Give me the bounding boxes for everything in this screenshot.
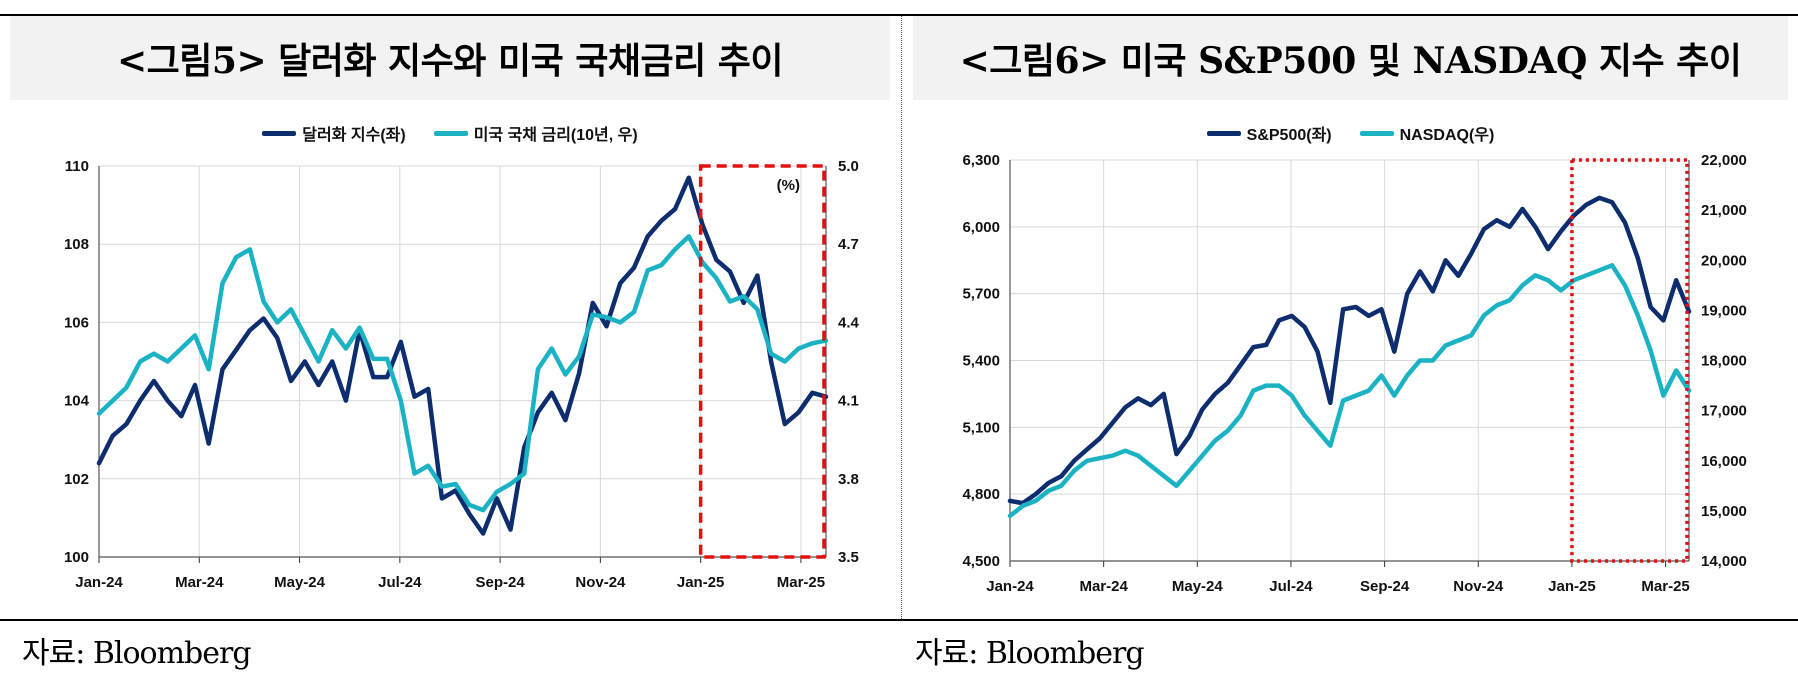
x-tick-label: Jan-24 — [986, 578, 1034, 595]
y-left-tick-label: 4,800 — [962, 486, 1000, 503]
legend: 달러화 지수(좌) 미국 국채 금리(10년, 우) — [0, 121, 900, 145]
legend: S&P500(좌) NASDAQ(우) — [903, 121, 1798, 145]
x-tick-label: Jan-25 — [1548, 578, 1596, 595]
y-left-tick-label: 6,300 — [962, 152, 1000, 169]
x-tick-label: May-24 — [1172, 578, 1224, 595]
series-line-secondary — [1007, 263, 1692, 519]
highlight-box — [698, 164, 826, 559]
highlight-box — [1570, 158, 1689, 563]
y-left-tick-label: 6,000 — [962, 219, 1000, 236]
y-left-tick-label: 110 — [65, 158, 89, 175]
y-left-tick-label: 102 — [64, 471, 89, 488]
y-right-tick-label: 21,000 — [1701, 202, 1747, 219]
legend-label: 미국 국채 금리(10년, 우) — [473, 127, 638, 144]
x-tick-label: Nov-24 — [1453, 578, 1504, 595]
y-left-tick-label: 5,100 — [962, 419, 1000, 436]
legend-item-nasdaq: NASDAQ(우) — [1359, 121, 1495, 145]
y-right-tick-label: 14,000 — [1701, 553, 1747, 570]
x-tick-label: Jan-25 — [677, 574, 725, 591]
x-tick-label: Jul-24 — [1269, 578, 1313, 595]
y-left-tick-label: 108 — [64, 236, 89, 253]
y-right-tick-label: 20,000 — [1701, 252, 1747, 269]
y-right-tick-label: 3.8 — [838, 471, 859, 488]
x-tick-label: Sep-24 — [476, 574, 526, 591]
y-right-tick-label: 19,000 — [1701, 302, 1747, 319]
x-tick-label: Mar-25 — [1641, 578, 1689, 595]
y-right-tick-label: 4.1 — [838, 393, 859, 410]
x-tick-label: Nov-24 — [575, 574, 626, 591]
y-right-tick-label: 17,000 — [1701, 403, 1747, 420]
y-right-tick-label: 18,000 — [1701, 353, 1747, 370]
x-tick-label: Jan-24 — [75, 574, 123, 591]
y-right-tick-label: 3.5 — [838, 549, 859, 566]
panel-sp500-nasdaq: <그림6> 미국 S&P500 및 NASDAQ 지수 추이 S&P500(좌)… — [903, 0, 1798, 684]
legend-item-sp500: S&P500(좌) — [1206, 121, 1332, 145]
y-left-tick-label: 5,700 — [962, 286, 1000, 303]
legend-swatch-navy — [262, 130, 297, 136]
y-left-tick-label: 5,400 — [962, 353, 1000, 370]
y-left-tick-label: 106 — [64, 314, 89, 331]
y-left-tick-label: 104 — [64, 393, 90, 410]
y-left-tick-label: 4,500 — [962, 553, 1000, 570]
legend-swatch-teal — [433, 130, 468, 136]
x-tick-label: Sep-24 — [1360, 578, 1410, 595]
x-tick-label: Mar-24 — [175, 574, 224, 591]
legend-label: S&P500(좌) — [1246, 127, 1332, 144]
series-line-primary — [1007, 195, 1692, 506]
y-right-tick-label: 4.7 — [838, 236, 859, 253]
dollar-treasury-chart: 100 102 104 106 108 110 3.5 3.8 4.1 4.4 4.7 5.0 Jan-… — [64, 158, 860, 591]
series-line-primary — [96, 175, 829, 536]
bottom-rule — [0, 619, 1798, 621]
chart-title: <그림6> 미국 S&P500 및 NASDAQ 지수 추이 — [959, 40, 1742, 82]
x-tick-label: Mar-24 — [1079, 578, 1128, 595]
x-tick-label: May-24 — [274, 574, 326, 591]
legend-item-dollar: 달러화 지수(좌) — [262, 121, 406, 145]
source-note: 자료: Bloomberg — [22, 636, 252, 671]
y-right-tick-label: 16,000 — [1701, 453, 1747, 470]
unit-label: (%) — [777, 177, 800, 194]
chart-title-box: <그림6> 미국 S&P500 및 NASDAQ 지수 추이 — [913, 16, 1788, 100]
y-right-tick-label: 22,000 — [1701, 152, 1747, 169]
top-rule — [0, 14, 1798, 16]
series-line-secondary — [96, 234, 829, 513]
legend-swatch-navy — [1206, 130, 1241, 136]
y-left-tick-label: 100 — [64, 549, 89, 566]
y-right-tick-label: 4.4 — [838, 314, 860, 331]
chart-title: <그림5> 달러화 지수와 미국 국채금리 추이 — [117, 40, 783, 82]
legend-swatch-teal — [1359, 130, 1394, 136]
panel-divider — [901, 16, 902, 619]
source-note: 자료: Bloomberg — [915, 636, 1145, 671]
sp500-nasdaq-chart: 4,500 4,800 5,100 5,400 5,700 6,000 6,300 14,00… — [962, 152, 1747, 595]
y-right-tick-label: 15,000 — [1701, 503, 1747, 520]
legend-item-treasury: 미국 국채 금리(10년, 우) — [433, 121, 638, 145]
panel-dollar-index: <그림5> 달러화 지수와 미국 국채금리 추이 달러화 지수(좌) 미국 국채… — [0, 16, 900, 671]
chart-title-box: <그림5> 달러화 지수와 미국 국채금리 추이 — [10, 16, 890, 100]
legend-label: 달러화 지수(좌) — [302, 127, 406, 144]
x-tick-label: Mar-25 — [777, 574, 825, 591]
legend-label: NASDAQ(우) — [1399, 127, 1495, 144]
x-tick-label: Jul-24 — [378, 574, 422, 591]
y-right-tick-label: 5.0 — [838, 158, 859, 175]
